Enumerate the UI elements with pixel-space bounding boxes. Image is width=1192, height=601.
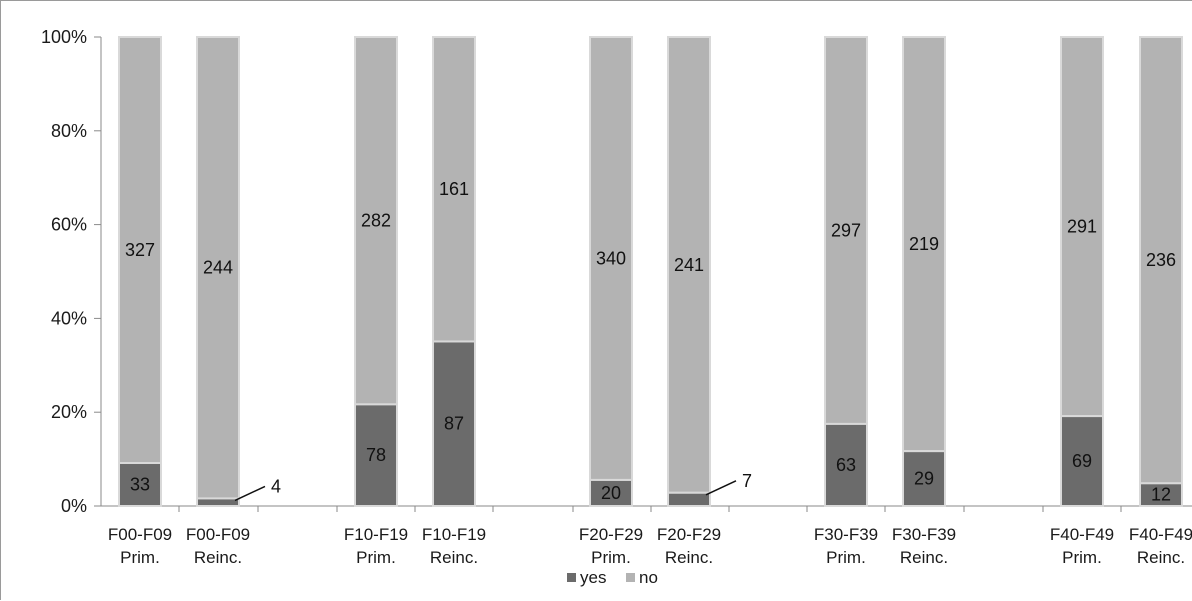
data-label-no: 244 — [203, 258, 233, 278]
x-tick-label: F00-F09 — [108, 525, 172, 544]
data-label-yes: 87 — [444, 414, 464, 434]
data-label-yes: 29 — [914, 469, 934, 489]
x-tick-label-sub: Prim. — [120, 548, 160, 567]
data-label-yes: 7 — [742, 471, 752, 491]
bar-yes — [1139, 482, 1183, 508]
data-label-no: 297 — [831, 220, 861, 240]
bar-yes — [432, 340, 476, 507]
x-tick-label-sub: Reinc. — [430, 548, 478, 567]
data-label-no: 291 — [1067, 217, 1097, 237]
legend-swatch — [626, 573, 635, 582]
x-tick-label-sub: Reinc. — [1137, 548, 1185, 567]
bar-no — [589, 36, 633, 481]
data-label-no: 236 — [1146, 250, 1176, 270]
y-tick-label: 60% — [51, 215, 87, 235]
bar-no — [196, 36, 240, 500]
data-label-yes: 78 — [366, 445, 386, 465]
legend-swatch — [567, 573, 576, 582]
x-tick-label: F30-F39 — [814, 525, 878, 544]
legend: yes no — [567, 568, 658, 587]
x-tick-label: F40-F49 — [1050, 525, 1114, 544]
data-label-no: 340 — [596, 248, 626, 268]
data-label-yes: 12 — [1151, 485, 1171, 505]
data-label-yes: 33 — [130, 475, 150, 495]
x-tick-label-sub: Reinc. — [900, 548, 948, 567]
y-tick-label: 100% — [41, 27, 87, 47]
data-label-no: 219 — [909, 234, 939, 254]
bar-no — [667, 36, 711, 494]
leader-line — [234, 485, 266, 502]
axes: 0% 20% 40% 60% 80% 100% F00-F09 Prim. F00-F09 Rei… — [41, 27, 1192, 567]
bar-yes — [667, 491, 711, 507]
bar-yes — [824, 422, 868, 507]
x-tick-label-sub: Prim. — [356, 548, 396, 567]
data-label-no: 161 — [439, 179, 469, 199]
bar-no — [432, 36, 476, 343]
data-label-yes: 4 — [271, 476, 281, 496]
y-tick-label: 0% — [61, 496, 87, 516]
x-tick-label-sub: Reinc. — [194, 548, 242, 567]
x-tick-label-sub: Prim. — [591, 548, 631, 567]
bars — [118, 36, 1183, 508]
bar-yes — [354, 403, 398, 507]
x-tick-label-sub: Prim. — [1062, 548, 1102, 567]
x-tick-label-sub: Reinc. — [665, 548, 713, 567]
data-label-yes: 69 — [1072, 451, 1092, 471]
bar-no — [902, 36, 946, 453]
legend-label: no — [639, 568, 658, 587]
bar-yes — [1060, 415, 1104, 508]
bar-no — [354, 36, 398, 406]
bar-yes — [118, 462, 162, 507]
x-tick-label: F40-F49 — [1129, 525, 1192, 544]
data-label-yes: 20 — [601, 483, 621, 503]
bar-yes — [196, 497, 240, 508]
x-tick-label: F10-F19 — [344, 525, 408, 544]
data-label-yes: 63 — [836, 455, 856, 475]
labels: 327 33 244 4 282 78 161 87 340 20 241 7 297 63 219 29 29… — [125, 179, 1176, 504]
data-label-no: 282 — [361, 211, 391, 231]
x-tick-label: F30-F39 — [892, 525, 956, 544]
leader-line — [705, 480, 737, 496]
bar-yes — [589, 478, 633, 508]
x-tick-label: F10-F19 — [422, 525, 486, 544]
data-label-no: 241 — [674, 255, 704, 275]
bar-no — [118, 36, 162, 465]
x-tick-label: F20-F29 — [657, 525, 721, 544]
x-tick-label: F20-F29 — [579, 525, 643, 544]
bar-yes — [902, 450, 946, 507]
x-tick-label: F00-F09 — [186, 525, 250, 544]
legend-label: yes — [580, 568, 606, 587]
y-tick-label: 20% — [51, 402, 87, 422]
y-tick-label: 40% — [51, 308, 87, 328]
x-tick-label-sub: Prim. — [826, 548, 866, 567]
y-tick-label: 80% — [51, 121, 87, 141]
data-label-no: 327 — [125, 240, 155, 260]
